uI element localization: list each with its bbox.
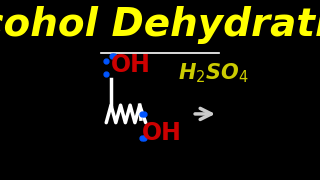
Text: Alcohol Dehydration: Alcohol Dehydration [0, 6, 320, 44]
Text: OH: OH [111, 53, 151, 77]
Text: OH: OH [141, 121, 181, 145]
Text: H$_2$SO$_4$: H$_2$SO$_4$ [178, 62, 249, 86]
